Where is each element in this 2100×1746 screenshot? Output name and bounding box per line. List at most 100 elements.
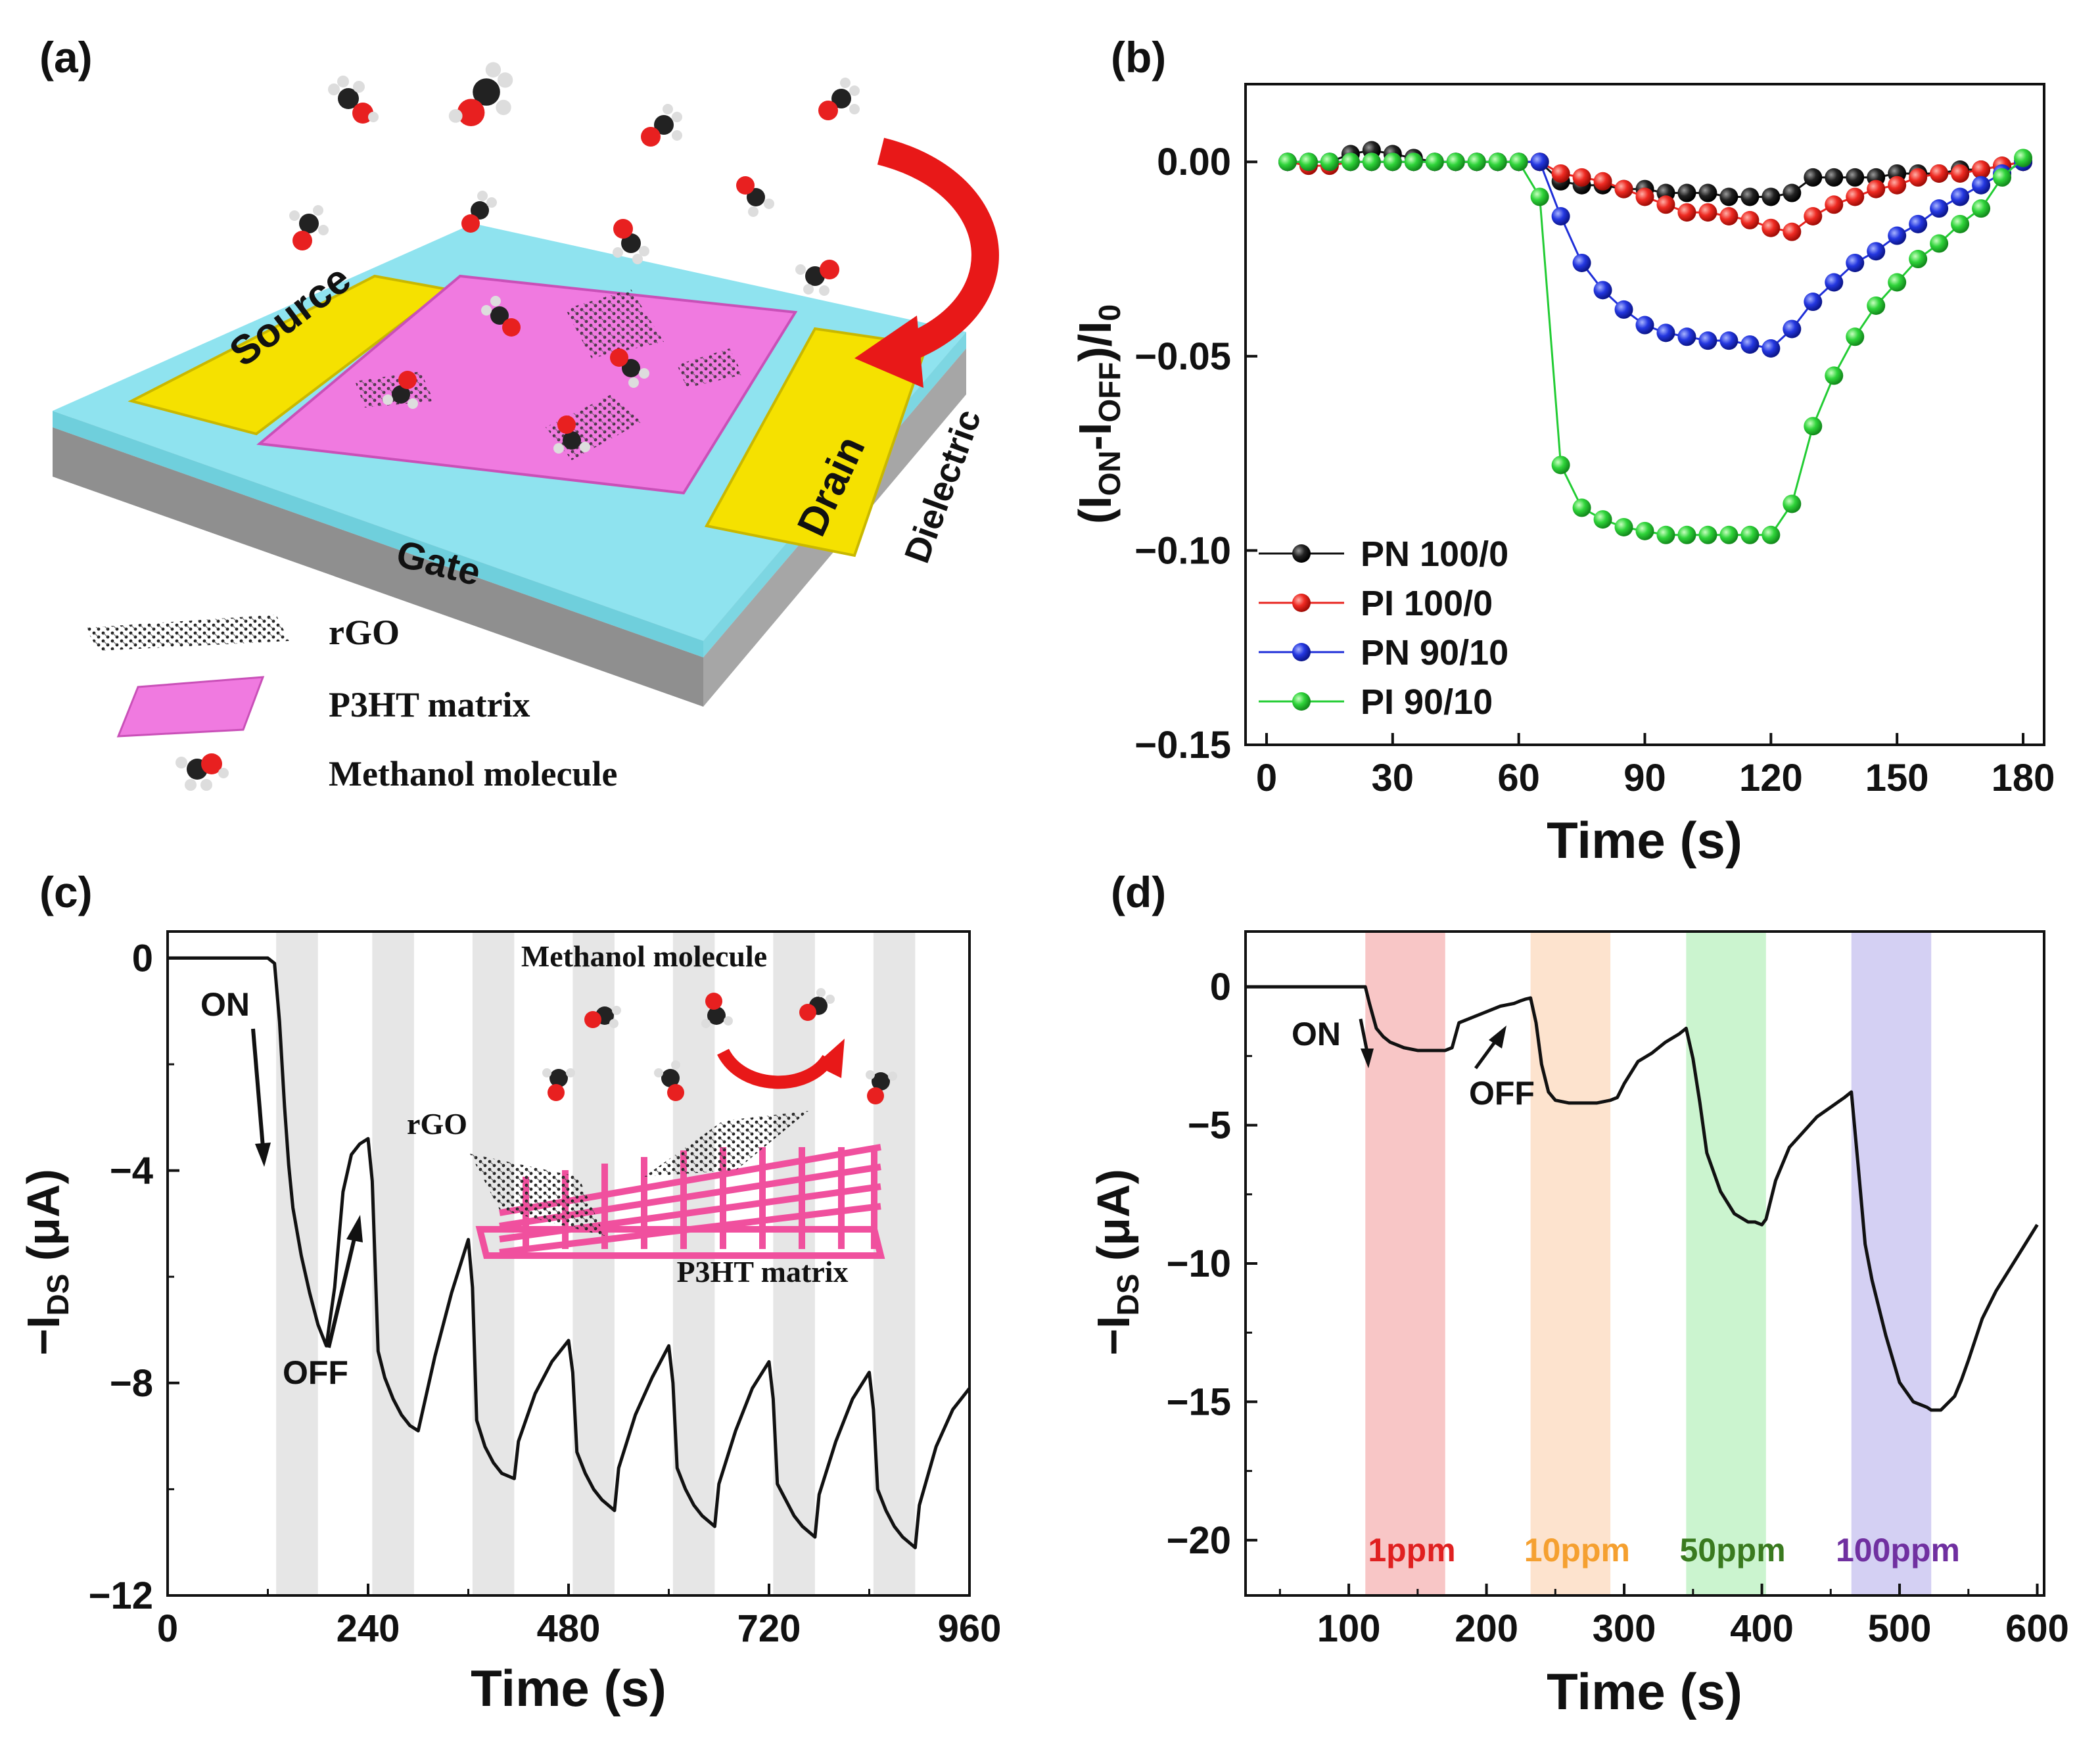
p3ht-film bbox=[256, 274, 798, 495]
methanol-icon bbox=[542, 1068, 575, 1101]
data-point bbox=[1740, 187, 1760, 206]
data-point bbox=[1593, 172, 1612, 191]
x-tick-label: 60 bbox=[1497, 757, 1540, 799]
chart-d-shading bbox=[1365, 932, 1932, 1595]
data-point bbox=[1993, 168, 2012, 187]
concentration-band bbox=[1686, 932, 1766, 1595]
data-point bbox=[1972, 160, 1991, 179]
data-point bbox=[1951, 187, 1970, 206]
data-point bbox=[1593, 281, 1612, 300]
data-point bbox=[1888, 273, 1907, 292]
data-point bbox=[1635, 187, 1654, 206]
methanol-icon bbox=[610, 348, 649, 388]
data-point bbox=[1551, 164, 1570, 183]
panel-label-d: (d) bbox=[1111, 868, 1166, 916]
methanol-icon bbox=[613, 219, 649, 264]
x-tick-label: 400 bbox=[1730, 1607, 1794, 1650]
concentration-band bbox=[1365, 932, 1445, 1595]
data-point bbox=[1783, 222, 1802, 241]
data-point bbox=[1530, 187, 1549, 206]
inset-illustration: Methanol molecule rGO P3HT matrix bbox=[407, 939, 897, 1288]
data-point bbox=[1698, 525, 1717, 544]
data-point bbox=[1572, 168, 1591, 187]
chart-c-shading bbox=[276, 932, 916, 1595]
methanol-icon bbox=[799, 988, 835, 1021]
legend-rgo: rGO bbox=[329, 613, 400, 652]
data-point bbox=[1698, 183, 1717, 202]
data-point bbox=[1825, 168, 1844, 187]
legend-marker bbox=[1292, 692, 1311, 711]
data-point bbox=[1719, 331, 1738, 350]
current-trace bbox=[1246, 985, 2039, 1412]
x-tick-label: 100 bbox=[1317, 1607, 1381, 1650]
off-arrow bbox=[327, 1235, 357, 1348]
methanol-icon bbox=[383, 371, 418, 409]
off-annotation: OFF bbox=[283, 1354, 348, 1391]
data-point bbox=[1509, 153, 1528, 172]
data-point bbox=[1278, 153, 1297, 172]
data-point bbox=[1551, 207, 1570, 225]
x-tick-label: 30 bbox=[1372, 757, 1414, 799]
data-point bbox=[1909, 250, 1928, 269]
methanol-icon bbox=[584, 1006, 621, 1028]
off-arrowhead bbox=[1489, 1026, 1506, 1049]
y-axis-title: −IDS (μA) bbox=[18, 1169, 75, 1356]
data-point bbox=[1804, 417, 1823, 436]
chart-c-axes: 0 240 480 720 960 0 −4 −8 −12 bbox=[89, 937, 1002, 1650]
gate-layer-front bbox=[53, 427, 703, 707]
x-axis-title: Time (s) bbox=[471, 1659, 666, 1717]
data-point bbox=[1530, 153, 1549, 172]
inset-rgo-flake bbox=[470, 1154, 605, 1236]
data-point bbox=[1572, 498, 1591, 517]
off-arrow bbox=[1474, 1037, 1499, 1070]
data-point bbox=[1467, 153, 1486, 172]
data-point bbox=[1867, 242, 1886, 261]
methanol-icon bbox=[328, 76, 379, 124]
chart-b-legend: PN 100/0 PI 100/0 PN 90/10 PI 90/10 bbox=[1259, 534, 1508, 722]
dielectric-front bbox=[53, 411, 703, 657]
on-annotation: ON bbox=[1292, 1016, 1341, 1052]
concentration-band bbox=[1851, 932, 1932, 1595]
x-tick-label: 180 bbox=[1992, 757, 2055, 799]
inset-arrowhead bbox=[815, 1039, 845, 1078]
chart-d-series bbox=[1246, 985, 2039, 1412]
exposure-band bbox=[873, 932, 916, 1595]
data-point bbox=[1446, 153, 1465, 172]
rgo-flake bbox=[677, 348, 743, 388]
inset-methanol-label: Methanol molecule bbox=[521, 939, 767, 973]
legend-marker bbox=[1292, 544, 1311, 563]
data-point bbox=[1846, 327, 1865, 346]
data-point bbox=[1783, 183, 1802, 202]
chart-c-series bbox=[168, 956, 971, 1549]
data-point bbox=[1930, 164, 1949, 183]
y-tick-label: −0.10 bbox=[1134, 529, 1231, 572]
data-point bbox=[1972, 199, 1991, 218]
exposure-band bbox=[472, 932, 515, 1595]
data-point bbox=[1677, 525, 1696, 544]
off-arrowhead bbox=[346, 1215, 363, 1242]
methanol-icon bbox=[461, 191, 497, 233]
exposure-band bbox=[572, 932, 615, 1595]
data-point bbox=[1677, 327, 1696, 346]
data-point bbox=[1825, 273, 1844, 292]
x-tick-label: 300 bbox=[1593, 1607, 1656, 1650]
legend-entry: PI 100/0 bbox=[1361, 584, 1493, 623]
y-axis-title: (ION-IOFF)/I0 bbox=[1069, 304, 1127, 524]
panel-label-a: (a) bbox=[39, 33, 93, 82]
x-tick-label: 600 bbox=[2005, 1607, 2069, 1650]
legend-entry: PN 90/10 bbox=[1361, 633, 1508, 672]
data-point bbox=[1846, 253, 1865, 272]
data-point bbox=[1404, 153, 1423, 172]
data-point bbox=[1740, 335, 1760, 354]
data-point bbox=[1719, 207, 1738, 225]
data-point bbox=[1635, 316, 1654, 335]
data-point bbox=[1677, 203, 1696, 222]
data-point bbox=[1909, 168, 1928, 187]
adsorption-arrow bbox=[877, 137, 999, 369]
data-point bbox=[1593, 510, 1612, 529]
data-point bbox=[1425, 153, 1444, 172]
chart-d-axes: 100 200 300 400 500 600 0 −5 −10 −15 −20 bbox=[1167, 966, 2069, 1650]
data-point bbox=[1867, 179, 1886, 199]
data-point bbox=[1762, 187, 1781, 206]
data-point bbox=[2014, 149, 2033, 168]
